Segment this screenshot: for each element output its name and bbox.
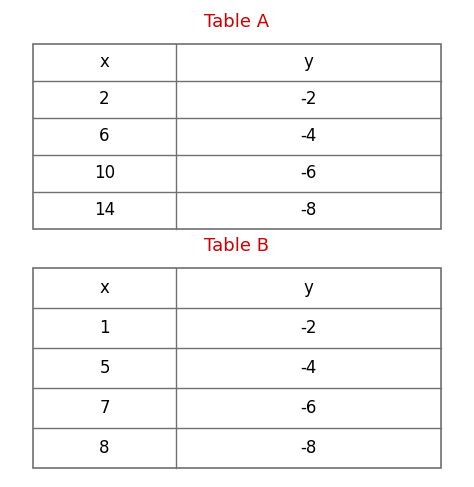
- Text: -2: -2: [300, 91, 317, 108]
- Text: 7: 7: [99, 399, 110, 416]
- Text: 6: 6: [99, 128, 110, 145]
- Bar: [33, 44, 441, 229]
- Bar: [33, 268, 441, 468]
- Text: 5: 5: [99, 359, 110, 376]
- Text: x: x: [100, 54, 109, 71]
- Text: 1: 1: [99, 319, 110, 337]
- Text: Table A: Table A: [204, 13, 270, 31]
- Text: -4: -4: [300, 128, 317, 145]
- Text: 10: 10: [94, 165, 115, 182]
- Text: x: x: [100, 279, 109, 297]
- Text: -6: -6: [300, 165, 317, 182]
- Text: Table B: Table B: [204, 237, 270, 255]
- Text: y: y: [303, 54, 313, 71]
- Text: 14: 14: [94, 202, 115, 219]
- Text: y: y: [303, 279, 313, 297]
- Text: -8: -8: [300, 202, 317, 219]
- Text: -6: -6: [300, 399, 317, 416]
- Text: -8: -8: [300, 439, 317, 456]
- Text: -4: -4: [300, 359, 317, 376]
- Text: 8: 8: [99, 439, 110, 456]
- Text: -2: -2: [300, 319, 317, 337]
- Text: 2: 2: [99, 91, 110, 108]
